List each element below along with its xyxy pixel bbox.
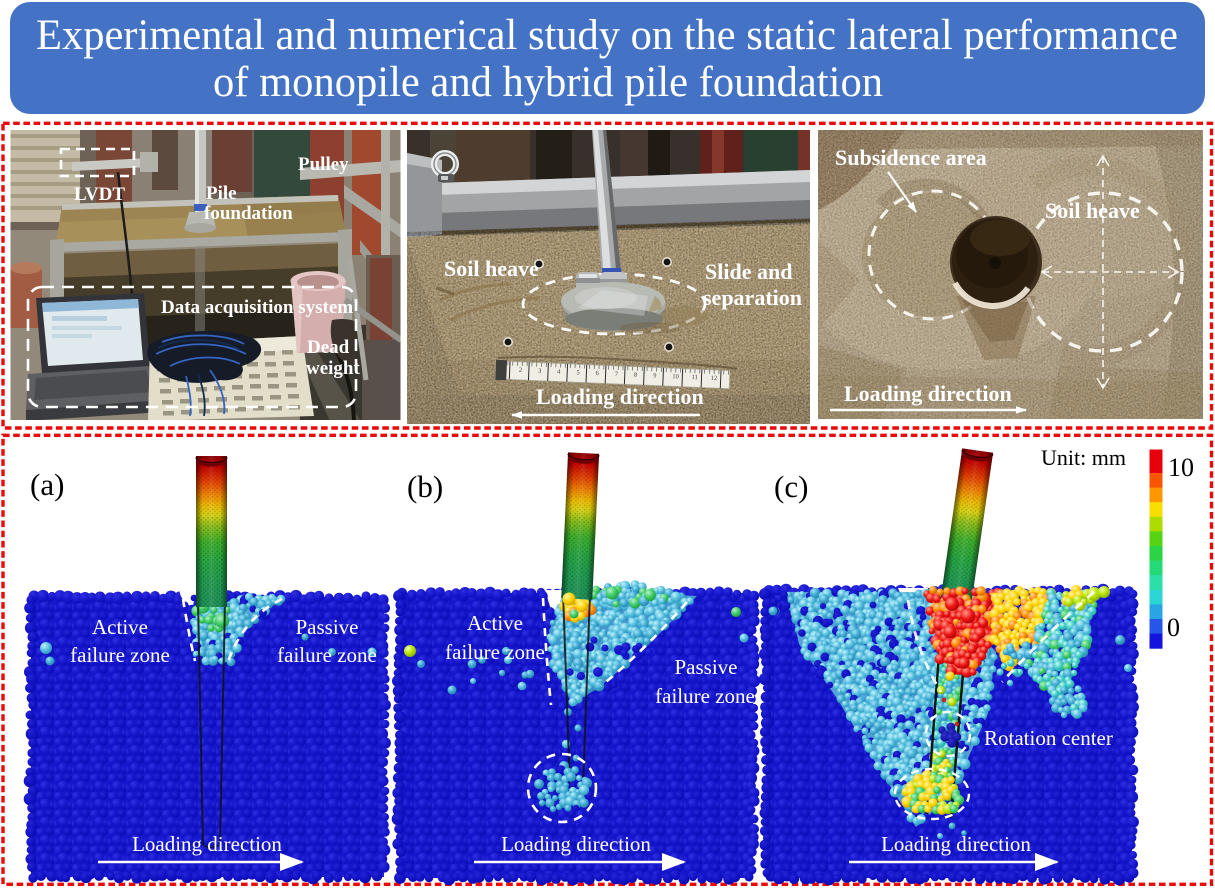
svg-text:LVDT: LVDT xyxy=(74,184,125,205)
svg-text:4: 4 xyxy=(557,368,561,375)
svg-text:Pile: Pile xyxy=(206,183,237,204)
svg-text:failure zone: failure zone xyxy=(655,684,755,708)
svg-text:failure zone: failure zone xyxy=(70,643,170,667)
svg-text:Pulley: Pulley xyxy=(298,154,349,175)
svg-text:Loading direction: Loading direction xyxy=(132,832,282,856)
svg-text:11: 11 xyxy=(691,374,698,381)
svg-text:Active: Active xyxy=(92,615,148,639)
svg-text:Passive: Passive xyxy=(675,655,738,679)
svg-text:6: 6 xyxy=(595,370,599,377)
svg-text:Active: Active xyxy=(467,611,523,635)
svg-text:10: 10 xyxy=(672,373,679,380)
svg-text:Unit: mm: Unit: mm xyxy=(1041,445,1126,470)
svg-text:5: 5 xyxy=(576,369,580,376)
svg-text:Dead: Dead xyxy=(307,337,350,358)
svg-text:10: 10 xyxy=(1168,453,1194,482)
svg-text:Subsidence area: Subsidence area xyxy=(835,145,987,170)
svg-text:8: 8 xyxy=(634,372,638,379)
svg-text:7: 7 xyxy=(615,371,619,378)
svg-text:Loading direction: Loading direction xyxy=(536,384,704,409)
svg-text:Loading direction: Loading direction xyxy=(501,832,651,856)
svg-text:Passive: Passive xyxy=(296,615,359,639)
svg-text:Data acquisition system: Data acquisition system xyxy=(161,297,353,318)
svg-text:Soil heave: Soil heave xyxy=(444,256,539,281)
svg-text:(b): (b) xyxy=(407,469,443,504)
svg-text:Loading direction: Loading direction xyxy=(844,381,1012,406)
svg-text:2: 2 xyxy=(519,367,523,374)
svg-text:foundation: foundation xyxy=(204,203,293,224)
svg-text:Experimental and numerical stu: Experimental and numerical study on the … xyxy=(36,12,1178,59)
svg-text:failure zone: failure zone xyxy=(277,643,377,667)
svg-text:of monopile and hybrid pile fo: of monopile and hybrid pile foundation xyxy=(213,59,883,106)
svg-text:0: 0 xyxy=(1167,613,1180,642)
svg-text:(a): (a) xyxy=(30,467,64,502)
svg-text:3: 3 xyxy=(538,368,542,375)
svg-text:Slide and: Slide and xyxy=(705,259,792,284)
svg-text:(c): (c) xyxy=(774,469,808,504)
svg-text:weight: weight xyxy=(306,358,361,379)
svg-text:12: 12 xyxy=(711,375,718,382)
svg-text:9: 9 xyxy=(653,372,657,379)
svg-text:separation: separation xyxy=(703,285,802,310)
svg-text:Loading direction: Loading direction xyxy=(881,832,1031,856)
svg-text:Rotation center: Rotation center xyxy=(984,726,1113,750)
svg-text:1: 1 xyxy=(500,366,504,373)
svg-text:Soil heave: Soil heave xyxy=(1045,198,1140,223)
svg-text:failure zone: failure zone xyxy=(445,640,545,664)
